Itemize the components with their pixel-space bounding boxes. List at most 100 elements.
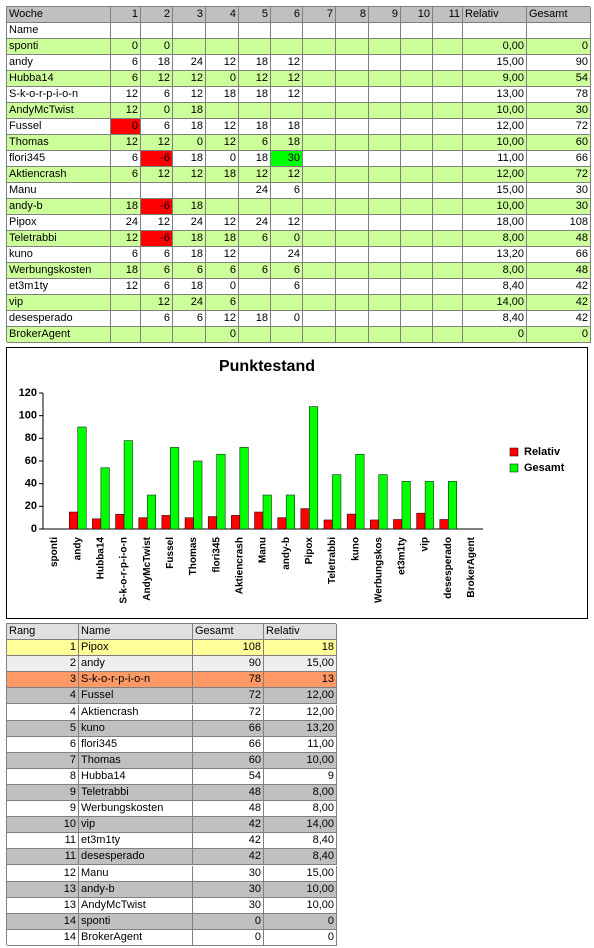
table-cell: 12 xyxy=(141,71,173,87)
table-cell: 0 xyxy=(271,231,303,247)
table-cell: 3 xyxy=(173,7,206,23)
bar xyxy=(161,515,171,530)
table-cell xyxy=(303,87,336,103)
table-cell: -6 xyxy=(141,199,173,215)
x-tick-label: vip xyxy=(420,537,431,551)
legend-label: Relativ xyxy=(524,446,561,458)
table-cell xyxy=(369,215,401,231)
table-cell xyxy=(303,151,336,167)
table-cell xyxy=(369,119,401,135)
table-cell xyxy=(336,199,369,215)
table-cell xyxy=(433,23,463,39)
table-cell: 6 xyxy=(111,151,141,167)
table-cell: flori345 xyxy=(7,151,111,167)
table-cell: 6 xyxy=(111,55,141,71)
table-cell: 90 xyxy=(193,656,264,673)
x-tick-label: Teletrabbi xyxy=(327,537,338,584)
table-cell: 12 xyxy=(7,865,79,882)
table-cell: Rang xyxy=(7,624,79,641)
table-cell: 6 xyxy=(206,263,239,279)
table-cell: 6 xyxy=(141,311,173,327)
table-cell: et3m1ty xyxy=(7,279,111,295)
table-cell xyxy=(401,215,433,231)
x-tick-label: S-k-o-r-p-i-o-n xyxy=(119,537,130,604)
table-cell xyxy=(401,199,433,215)
table-cell: Aktiencrash xyxy=(7,167,111,183)
table-cell xyxy=(433,311,463,327)
table-cell xyxy=(303,311,336,327)
table-cell: 66 xyxy=(193,736,264,753)
table-cell: 12 xyxy=(239,167,271,183)
table-cell xyxy=(369,87,401,103)
table-cell: desesperado xyxy=(7,311,111,327)
table-cell: 66 xyxy=(527,247,591,263)
table-cell: Pipox xyxy=(79,640,193,657)
table-cell: 54 xyxy=(527,71,591,87)
table-cell: 11 xyxy=(433,7,463,23)
bar xyxy=(416,512,426,530)
bar xyxy=(146,494,156,530)
table-cell: S-k-o-r-p-i-o-n xyxy=(79,672,193,689)
table-cell xyxy=(271,199,303,215)
table-cell: 18 xyxy=(264,640,337,657)
table-cell xyxy=(336,71,369,87)
table-cell: 14 xyxy=(7,913,79,930)
table-cell xyxy=(206,199,239,215)
table-cell: 18 xyxy=(173,119,206,135)
table-cell xyxy=(303,39,336,55)
table-cell: 30 xyxy=(193,881,264,898)
table-cell: 18 xyxy=(111,263,141,279)
table-cell xyxy=(401,71,433,87)
table-cell: 6 xyxy=(271,7,303,23)
table-cell: Name xyxy=(7,23,111,39)
table-cell xyxy=(239,39,271,55)
table-cell: sponti xyxy=(79,913,193,930)
table-cell: 12 xyxy=(206,311,239,327)
table-cell: 7 xyxy=(303,7,336,23)
table-cell xyxy=(303,247,336,263)
bar xyxy=(277,517,287,530)
table-cell: 0 xyxy=(264,913,337,930)
table-cell: 7 xyxy=(7,752,79,769)
table-cell: 18 xyxy=(239,119,271,135)
table-cell: 24 xyxy=(173,215,206,231)
table-cell: 12 xyxy=(206,215,239,231)
table-cell xyxy=(433,167,463,183)
table-cell: 18 xyxy=(141,55,173,71)
table-cell xyxy=(401,55,433,71)
table-cell: 42 xyxy=(527,311,591,327)
x-tick-label: AndyMcTwist xyxy=(142,536,153,600)
table-cell: Manu xyxy=(7,183,111,199)
legend-swatch xyxy=(509,463,519,473)
table-cell: Thomas xyxy=(79,752,193,769)
table-cell xyxy=(303,135,336,151)
bar xyxy=(123,440,133,530)
table-cell: 5 xyxy=(7,720,79,737)
table-cell: 24 xyxy=(173,295,206,311)
table-cell: Relativ xyxy=(264,624,337,641)
table-cell xyxy=(303,279,336,295)
table-cell: 18 xyxy=(173,231,206,247)
table-cell xyxy=(336,135,369,151)
table-cell: 12 xyxy=(206,135,239,151)
table-cell: 3 xyxy=(7,672,79,689)
table-cell xyxy=(303,215,336,231)
table-cell xyxy=(401,311,433,327)
table-cell: 18 xyxy=(206,167,239,183)
table-cell: 6 xyxy=(111,247,141,263)
table-cell xyxy=(271,295,303,311)
table-cell: 48 xyxy=(527,231,591,247)
table-cell xyxy=(369,55,401,71)
table-cell xyxy=(239,103,271,119)
table-cell: BrokerAgent xyxy=(7,327,111,343)
table-cell xyxy=(433,199,463,215)
table-cell xyxy=(271,23,303,39)
table-cell: 9 xyxy=(7,801,79,818)
table-cell: Teletrabbi xyxy=(79,785,193,802)
table-cell xyxy=(336,87,369,103)
bar xyxy=(254,511,264,530)
table-cell xyxy=(303,263,336,279)
table-cell xyxy=(369,311,401,327)
table-cell: 18 xyxy=(173,151,206,167)
table-cell: 30 xyxy=(527,199,591,215)
